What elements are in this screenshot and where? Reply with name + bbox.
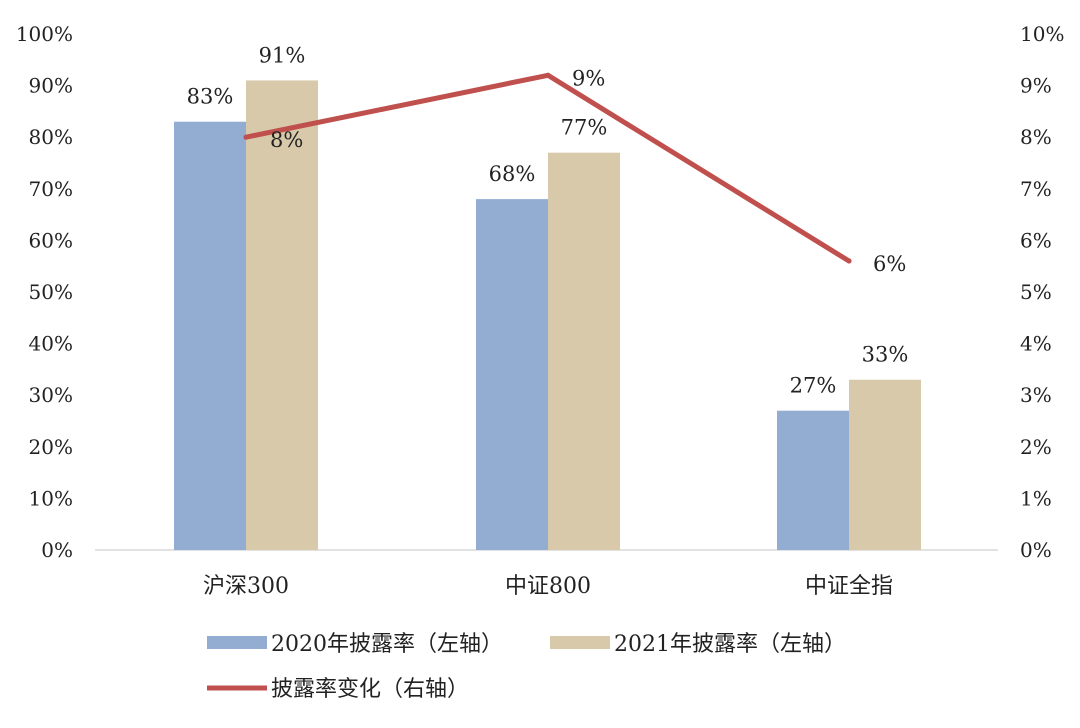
legend: 2020年披露率（左轴） 2021年披露率（左轴） 披露率变化（右轴）	[207, 632, 846, 702]
line-series-group	[243, 72, 852, 264]
left-axis-tick-label: 10%	[29, 486, 73, 510]
data-labels-group: 83% 68% 27% 91% 77% 33% 8% 9% 6%	[187, 43, 909, 397]
line-data-label: 9%	[572, 66, 605, 90]
left-axis-tick-label: 0%	[41, 538, 73, 562]
right-axis-tick-label: 1%	[1020, 486, 1052, 510]
bar-2020	[174, 121, 246, 550]
legend-swatch-2021	[550, 636, 610, 649]
left-axis-tick-label: 80%	[29, 125, 73, 149]
change-line-point	[545, 72, 551, 78]
category-label: 中证全指	[805, 574, 893, 599]
bar-data-label: 33%	[862, 343, 909, 367]
bar-2020	[777, 410, 849, 550]
left-axis-tick-label: 90%	[29, 74, 73, 98]
right-axis: 0% 1% 2% 3% 4% 5% 6% 7% 8% 9% 10%	[1020, 22, 1064, 562]
legend-label-change: 披露率变化（右轴）	[271, 677, 469, 702]
category-label: 中证800	[505, 574, 591, 599]
left-axis-tick-label: 50%	[29, 280, 73, 304]
left-axis-tick-label: 20%	[29, 435, 73, 459]
change-line-point	[243, 134, 249, 140]
right-axis-tick-label: 8%	[1020, 125, 1052, 149]
change-line-point	[846, 258, 852, 264]
bar-data-label: 77%	[561, 116, 608, 140]
left-axis-tick-label: 60%	[29, 228, 73, 252]
left-axis-tick-label: 30%	[29, 383, 73, 407]
right-axis-tick-label: 0%	[1020, 538, 1052, 562]
right-axis-tick-label: 10%	[1020, 22, 1064, 46]
bar-2021	[246, 80, 318, 550]
category-labels: 沪深300 中证800 中证全指	[203, 574, 893, 599]
right-axis-tick-label: 9%	[1020, 74, 1052, 98]
bar-data-label: 27%	[790, 374, 837, 398]
right-axis-tick-label: 5%	[1020, 280, 1052, 304]
right-axis-tick-label: 3%	[1020, 383, 1052, 407]
legend-swatch-2020	[207, 636, 267, 649]
left-axis-tick-label: 100%	[16, 22, 73, 46]
bar-2021	[548, 152, 620, 550]
right-axis-tick-label: 7%	[1020, 177, 1052, 201]
bar-data-label: 68%	[489, 162, 536, 186]
bar-2021	[849, 379, 921, 550]
right-axis-tick-label: 2%	[1020, 435, 1052, 459]
line-data-label: 8%	[270, 128, 303, 152]
left-axis: 0% 10% 20% 30% 40% 50% 60% 70% 80% 90% 100%	[16, 22, 73, 562]
left-axis-tick-label: 70%	[29, 177, 73, 201]
category-label: 沪深300	[203, 574, 289, 599]
bars-group	[174, 80, 921, 550]
bar-data-label: 91%	[259, 43, 306, 67]
legend-label-2021: 2021年披露率（左轴）	[614, 632, 846, 657]
legend-label-2020: 2020年披露率（左轴）	[271, 632, 503, 657]
left-axis-tick-label: 40%	[29, 332, 73, 356]
bar-data-label: 83%	[187, 85, 234, 109]
line-data-label: 6%	[873, 252, 906, 276]
bar-2020	[476, 199, 548, 550]
right-axis-tick-label: 6%	[1020, 228, 1052, 252]
right-axis-tick-label: 4%	[1020, 332, 1052, 356]
